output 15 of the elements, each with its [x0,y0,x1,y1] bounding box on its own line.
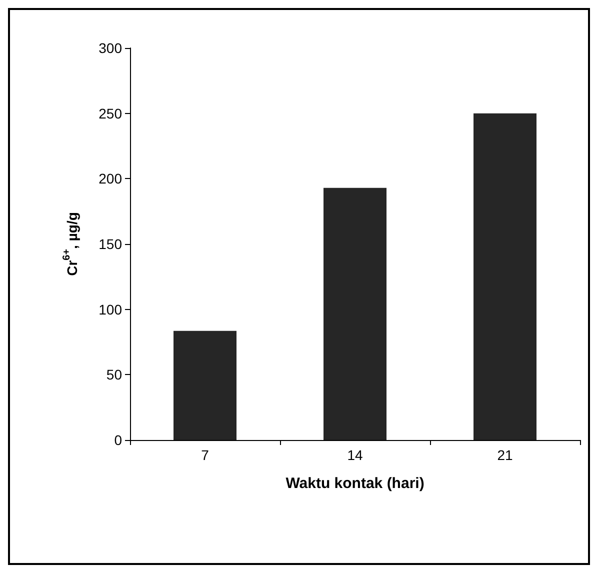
y-tick-label: 300 [98,40,122,56]
x-tick-label: 21 [497,447,513,463]
y-tick-label: 0 [114,432,122,448]
bar [174,330,236,440]
y-tick-label: 150 [98,236,122,252]
y-tick-label: 250 [98,105,122,122]
x-tick-label: 14 [347,447,363,463]
x-tick-label: 7 [201,447,210,463]
y-tick-label: 200 [98,170,122,187]
y-axis-title: Cr6+, µg/g [62,212,80,276]
y-tick-label: 50 [106,366,122,383]
y-tick-label: 100 [98,301,122,318]
bar [324,188,386,440]
x-axis-title: Waktu kontak (hari) [286,475,424,492]
bar [474,113,536,440]
